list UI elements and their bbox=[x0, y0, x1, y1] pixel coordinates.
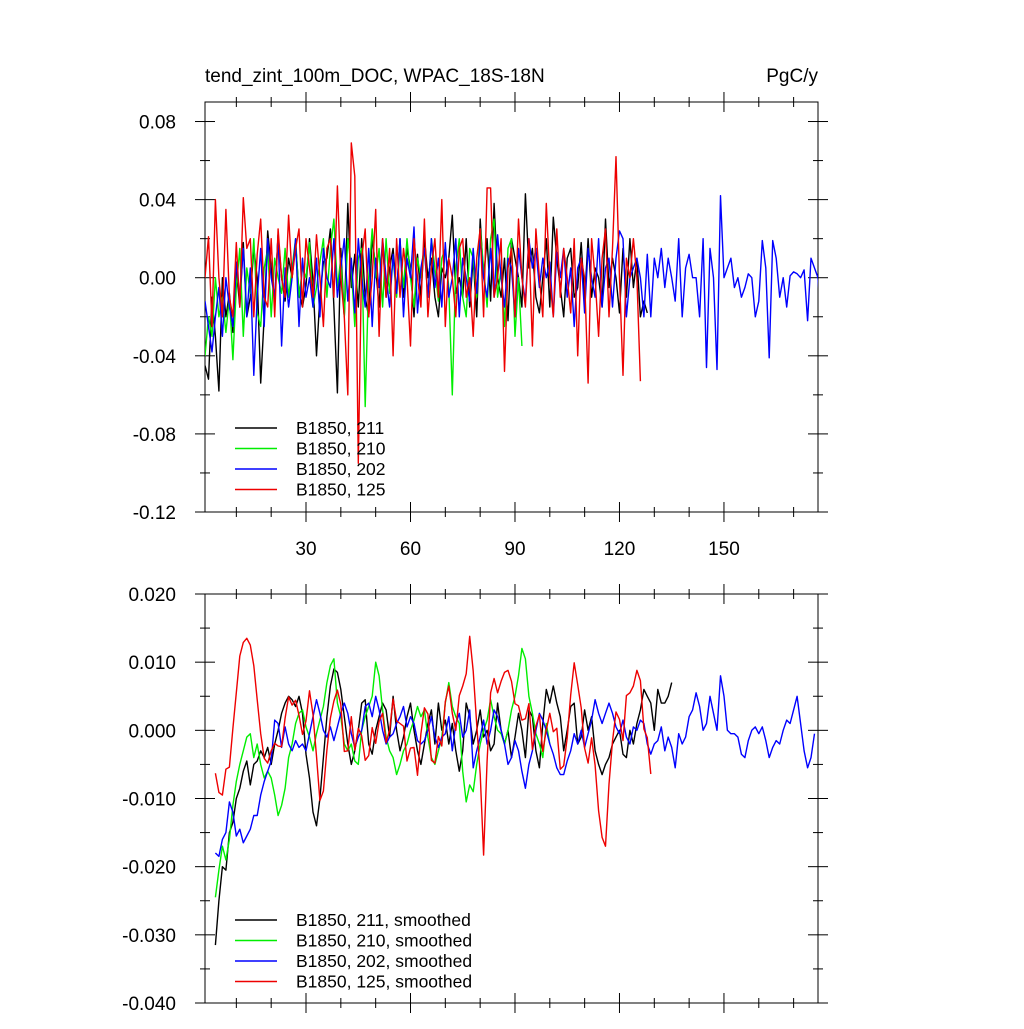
bottom-y-tick-label: -0.040 bbox=[122, 994, 176, 1015]
bottom-series-line-1 bbox=[214, 647, 551, 898]
top-y-tick-label: -0.12 bbox=[133, 503, 176, 524]
top-plot-frame bbox=[204, 101, 819, 513]
top-y-tick-label: 0.08 bbox=[139, 113, 176, 134]
top-x-tick-label: 150 bbox=[708, 539, 740, 560]
bottom-y-tick-label: 0.010 bbox=[128, 653, 176, 674]
top-x-tick-label: 30 bbox=[295, 539, 316, 560]
top-series-line-0 bbox=[205, 193, 648, 394]
bottom-y-tick-label: -0.010 bbox=[122, 790, 176, 811]
top-panel-units: PgC/y bbox=[766, 66, 818, 87]
top-legend-label-0: B1850, 211 bbox=[296, 418, 384, 438]
top-x-tick-label: 60 bbox=[400, 539, 421, 560]
top-series-line-3 bbox=[205, 142, 642, 464]
top-series-line-2 bbox=[205, 194, 818, 376]
bottom-panel: 0.0200.0100.000-0.010-0.020-0.030-0.040 … bbox=[122, 584, 828, 1015]
top-x-tick-label: 120 bbox=[604, 539, 636, 560]
top-y-tick-label: 0.04 bbox=[139, 191, 176, 212]
bottom-legend-label-0: B1850, 211, smoothed bbox=[296, 910, 471, 930]
bottom-series-line-2 bbox=[214, 675, 816, 858]
top-legend-label-1: B1850, 210 bbox=[296, 439, 386, 459]
bottom-series-line-3 bbox=[214, 635, 652, 856]
bottom-y-tick-label: 0.020 bbox=[128, 585, 176, 606]
top-panel-axes: 30 60 90 120 150 0.08 0.04 0.00 -0.04 -0.08 -0.12 bbox=[133, 92, 828, 560]
bottom-legend-label-3: B1850, 125, smoothed bbox=[296, 972, 472, 992]
top-legend-label-2: B1850, 202 bbox=[296, 459, 386, 479]
bottom-legend-label-2: B1850, 202, smoothed bbox=[296, 951, 472, 971]
top-y-tick-label: -0.08 bbox=[133, 425, 176, 446]
top-panel-title: tend_zint_100m_DOC, WPAC_18S-18N bbox=[205, 66, 545, 87]
top-legend-label-3: B1850, 125 bbox=[296, 480, 386, 500]
top-y-tick-label: 0.00 bbox=[139, 269, 176, 290]
bottom-panel-axes: 0.020 0.010 0.000 -0.010 -0.020 -0.030 -0.040 bbox=[122, 584, 828, 1015]
bottom-y-tick-label: -0.020 bbox=[122, 858, 176, 879]
bottom-y-tick-label: -0.030 bbox=[122, 926, 176, 947]
bottom-panel-series bbox=[214, 635, 816, 946]
top-panel: tend_zint_100m_DOC, WPAC_18S-18N PgC/y 3… bbox=[133, 66, 828, 560]
top-x-tick-label: 90 bbox=[504, 539, 525, 560]
top-panel-series bbox=[205, 142, 818, 464]
bottom-legend-label-1: B1850, 210, smoothed bbox=[296, 931, 472, 951]
bottom-series-line-0 bbox=[214, 668, 673, 946]
bottom-y-tick-label: 0.000 bbox=[128, 721, 176, 742]
top-y-tick-label: -0.04 bbox=[133, 347, 177, 368]
top-series-line-1 bbox=[205, 218, 523, 408]
